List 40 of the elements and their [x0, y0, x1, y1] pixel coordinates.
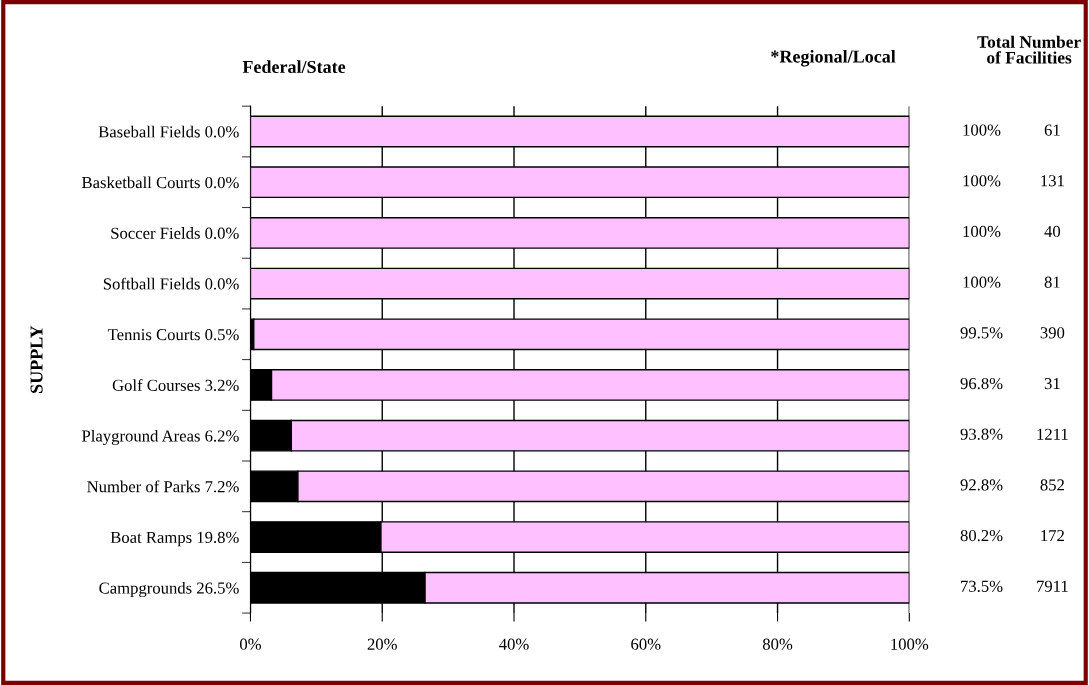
x-tick-label: 100%: [891, 638, 929, 650]
x-tick-label: 0%: [240, 638, 262, 650]
y-tick-label: Tennis Courts 0.5%: [107, 328, 239, 341]
y-tick-label: Baseball Fields 0.0%: [98, 125, 239, 138]
data-label: 100%: [963, 276, 1001, 288]
y-tick-label: Campgrounds 26.5%: [99, 581, 239, 598]
text: 852: [1040, 479, 1064, 491]
y-tick-label: Golf Courses 3.2%: [112, 379, 239, 391]
text: 7911: [1037, 580, 1068, 592]
text: 172: [1041, 530, 1064, 542]
y-tick-label: Playground Areas 6.2%: [81, 429, 239, 446]
y-tick-label: Boat Ramps 19.8%: [110, 531, 239, 547]
text: 131: [1041, 175, 1064, 187]
data-label: 100%: [963, 124, 1001, 136]
y-tick-label: Basketball Courts 0.0%: [81, 176, 239, 189]
y-tick-label: Number of Parks 7.2%: [87, 480, 239, 493]
x-tick-label: 80%: [762, 638, 793, 650]
x-tick-label: 40%: [499, 638, 529, 650]
data-label: 96.8%: [960, 377, 1003, 390]
data-label: 80.2%: [960, 529, 1003, 542]
data-label: 100%: [963, 225, 1001, 238]
text: 1211: [1037, 428, 1068, 440]
x-tick-label: 20%: [367, 638, 397, 650]
text: 61: [1044, 124, 1060, 136]
data-label: 92.8%: [960, 479, 1003, 491]
text: Federal/State: [242, 60, 346, 74]
y-axis-title: SUPPLY: [30, 325, 43, 393]
data-label: 100%: [963, 175, 1001, 187]
text: 81: [1044, 276, 1060, 288]
y-tick-label: Soccer Fields 0.0%: [111, 227, 239, 239]
text: 40: [1044, 225, 1061, 238]
data-label: 93.8%: [960, 428, 1003, 440]
data-label: 99.5%: [960, 327, 1003, 339]
x-tick-label: 60%: [631, 638, 661, 650]
text: Total Number of Facilities: [977, 35, 1081, 64]
data-label: 73.5%: [961, 580, 1003, 592]
text: *Regional/Local: [771, 49, 896, 67]
text: 31: [1044, 377, 1060, 390]
y-tick-label: Softball Fields 0.0%: [103, 277, 239, 290]
text: 390: [1040, 327, 1065, 339]
